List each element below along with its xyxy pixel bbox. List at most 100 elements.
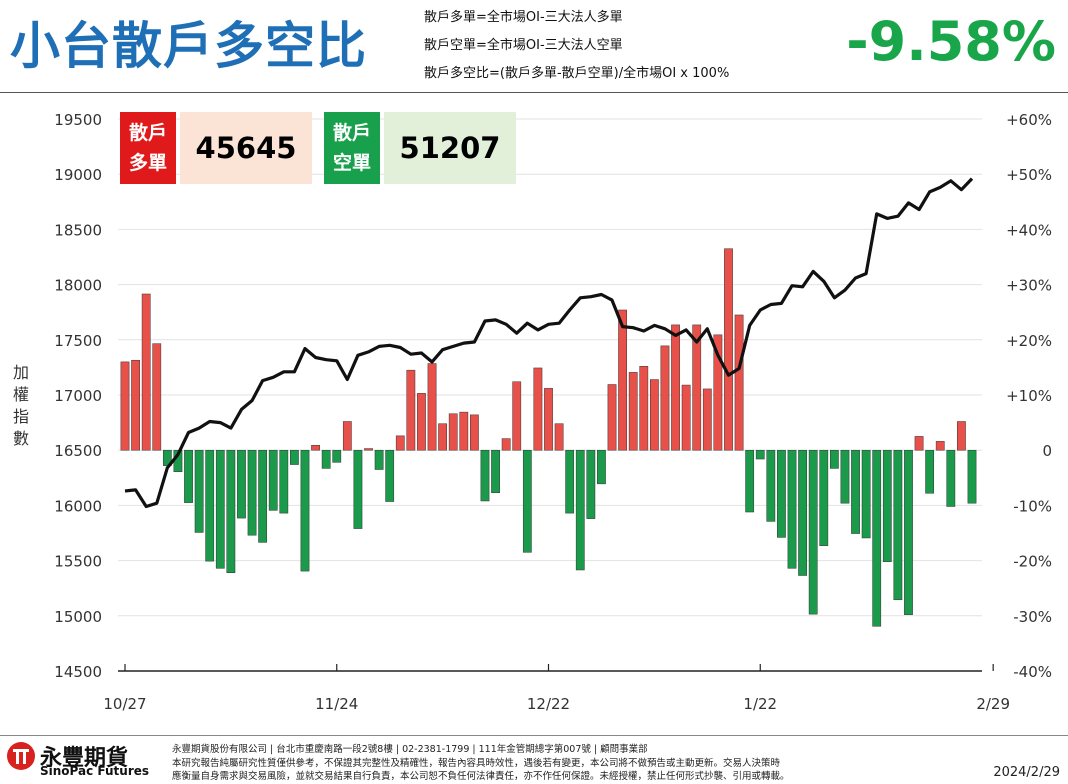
left-tick-label: 15000 <box>54 608 102 626</box>
index-line-path <box>124 177 974 509</box>
ratio-bar <box>258 449 268 543</box>
right-tick-label: +40% <box>1006 221 1052 239</box>
ratio-bar <box>480 449 490 502</box>
ratio-bar <box>565 449 575 514</box>
ratio-bar <box>967 449 977 504</box>
left-tick-label: 14500 <box>54 663 102 681</box>
ratio-bar <box>755 449 765 460</box>
ratio-bar <box>459 411 469 451</box>
left-tick-label: 18000 <box>54 277 102 295</box>
ratio-bar <box>893 449 903 601</box>
ratio-bar <box>904 449 913 615</box>
ratio-bar <box>300 449 310 572</box>
long-tag-line1: 散戶 <box>128 122 167 144</box>
right-tick-label: +20% <box>1006 332 1052 350</box>
ratio-bar <box>628 372 638 451</box>
ratio-bar <box>395 435 405 451</box>
formula-short: 散戶空單=全市場OI-三大法人空單 <box>424 38 623 53</box>
ratio-bar <box>681 384 691 451</box>
ratio-bar <box>882 449 892 562</box>
x-tick-label: 1/22 <box>743 695 777 713</box>
x-tick-label: 2/29 <box>976 695 1010 713</box>
ratio-bar <box>544 388 553 451</box>
ratio-bar <box>861 449 871 539</box>
disclaimer-line-3: 應衡量自身需求與交易風險，並就交易結果自行負責，本公司恕不負任何法律責任，亦不作… <box>172 771 790 782</box>
right-tick-label: 0 <box>1042 442 1052 460</box>
ratio-bar <box>734 314 744 451</box>
ratio-bar <box>787 449 797 569</box>
ratio-bar <box>745 449 755 513</box>
disclaimer-line-1: 永豐期貨股份有限公司 | 台北市重慶南路一段2號8樓 | 02-2381-179… <box>172 744 648 755</box>
ratio-bar <box>649 379 659 451</box>
ratio-bar <box>702 388 712 451</box>
left-axis-ticks: 19500 19000 18500 18000 17500 17000 16500 16000… <box>54 111 102 681</box>
chart: 19500 19000 18500 18000 17500 17000 16500 16000… <box>13 111 1052 713</box>
short-position-tag: 散戶 空單 <box>324 112 380 184</box>
disclaimer-line-2: 本研究報告純屬研究性質僅供參考，不保證其完整性及精確性，報告內容具時效性，遇後若… <box>172 758 781 769</box>
ratio-bar <box>417 393 426 451</box>
x-tick-label: 10/27 <box>103 695 146 713</box>
long-position-tag: 散戶 多單 <box>120 112 176 184</box>
ratio-bar <box>713 334 723 451</box>
ratio-bar <box>279 449 289 514</box>
ratio-bar <box>957 421 966 451</box>
ratio-bar <box>491 449 500 493</box>
ratio-bar <box>671 324 680 451</box>
ratio-bar <box>724 248 733 451</box>
ratio-bar <box>321 449 331 469</box>
left-tick-label: 16500 <box>54 442 102 460</box>
ratio-bar <box>925 449 935 494</box>
ratio-bar <box>448 413 458 451</box>
y-axis-label-char: 加 <box>13 363 29 382</box>
ratio-bar <box>660 345 670 451</box>
footer-divider <box>0 735 1068 736</box>
header-divider <box>0 92 1068 93</box>
sinopac-logo-icon <box>7 742 35 770</box>
right-tick-label: +60% <box>1006 111 1052 129</box>
ratio-bar <box>353 449 363 529</box>
ratio-bar <box>184 449 193 503</box>
short-tag-line2: 空單 <box>332 152 371 174</box>
ratio-bar <box>575 449 585 571</box>
ratio-bar <box>427 363 437 451</box>
long-tag-line2: 多單 <box>128 152 167 174</box>
ratio-bar <box>290 449 299 465</box>
right-tick-label: -10% <box>1013 497 1052 515</box>
ratio-bar <box>215 449 225 569</box>
ratio-bar <box>946 449 956 507</box>
long-position-value: 45645 <box>180 112 312 184</box>
ratio-bar <box>226 449 236 573</box>
left-tick-label: 15500 <box>54 553 102 571</box>
ratio-bar <box>851 449 860 534</box>
ratio-bar <box>131 359 140 451</box>
right-axis-ticks: +60% +50% +40% +30% +20% +10% 0 -10% -20% -30% -40… <box>1006 111 1052 681</box>
left-tick-label: 19500 <box>54 111 102 129</box>
short-tag-line1: 散戶 <box>332 122 371 144</box>
right-tick-label: -20% <box>1013 553 1052 571</box>
ratio-bar <box>141 293 151 451</box>
ratio-bar <box>342 421 352 451</box>
headline-ratio-value: -9.58% <box>846 10 1056 73</box>
ratio-bar <box>829 449 839 469</box>
right-tick-label: -40% <box>1013 663 1052 681</box>
x-tick-label: 12/22 <box>527 695 570 713</box>
ratio-bar <box>512 381 522 451</box>
report-date: 2024/2/29 <box>993 765 1060 780</box>
ratio-bar <box>808 449 818 615</box>
ratio-bar <box>522 449 532 553</box>
left-tick-label: 16000 <box>54 497 102 515</box>
x-tick-label: 11/24 <box>315 695 358 713</box>
ratio-bar <box>194 449 204 533</box>
ratio-bar <box>501 438 511 451</box>
ratio-bar <box>607 384 617 451</box>
left-tick-label: 18500 <box>54 221 102 239</box>
ratio-bar <box>777 449 786 538</box>
y-axis-label-char: 權 <box>13 385 29 404</box>
ratio-bar <box>247 449 257 536</box>
ratio-bar <box>385 449 395 502</box>
ratio-bar <box>798 449 807 576</box>
ratio-bar <box>819 449 829 546</box>
ratio-bar <box>618 309 627 451</box>
ratio-bar <box>237 449 246 519</box>
